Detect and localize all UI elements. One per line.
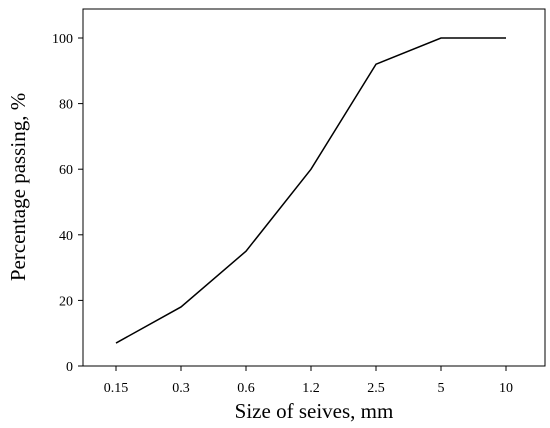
x-tick-label: 0.3 <box>172 381 190 396</box>
y-axis-ticks: 0 20 40 60 80 100 <box>52 32 83 375</box>
x-tick-label: 0.15 <box>104 381 129 396</box>
x-tick-label: 1.2 <box>302 381 320 396</box>
x-axis-label: Size of seives, mm <box>235 399 394 423</box>
y-tick-label: 80 <box>59 98 73 113</box>
x-axis-ticks: 0.15 0.3 0.6 1.2 2.5 5 10 <box>104 366 513 396</box>
y-tick-label: 100 <box>52 32 73 47</box>
x-tick-label: 5 <box>438 381 445 396</box>
series-line <box>115 37 506 344</box>
y-axis-label: Percentage passing, % <box>6 93 30 281</box>
plot-frame <box>82 8 546 367</box>
y-tick-label: 40 <box>59 229 73 244</box>
x-tick-label: 2.5 <box>367 381 385 396</box>
y-tick-label: 60 <box>59 163 73 178</box>
x-tick-label: 10 <box>499 381 513 396</box>
y-tick-label: 20 <box>59 294 73 309</box>
y-tick-label: 0 <box>66 360 73 375</box>
x-tick-label: 0.6 <box>237 381 255 396</box>
